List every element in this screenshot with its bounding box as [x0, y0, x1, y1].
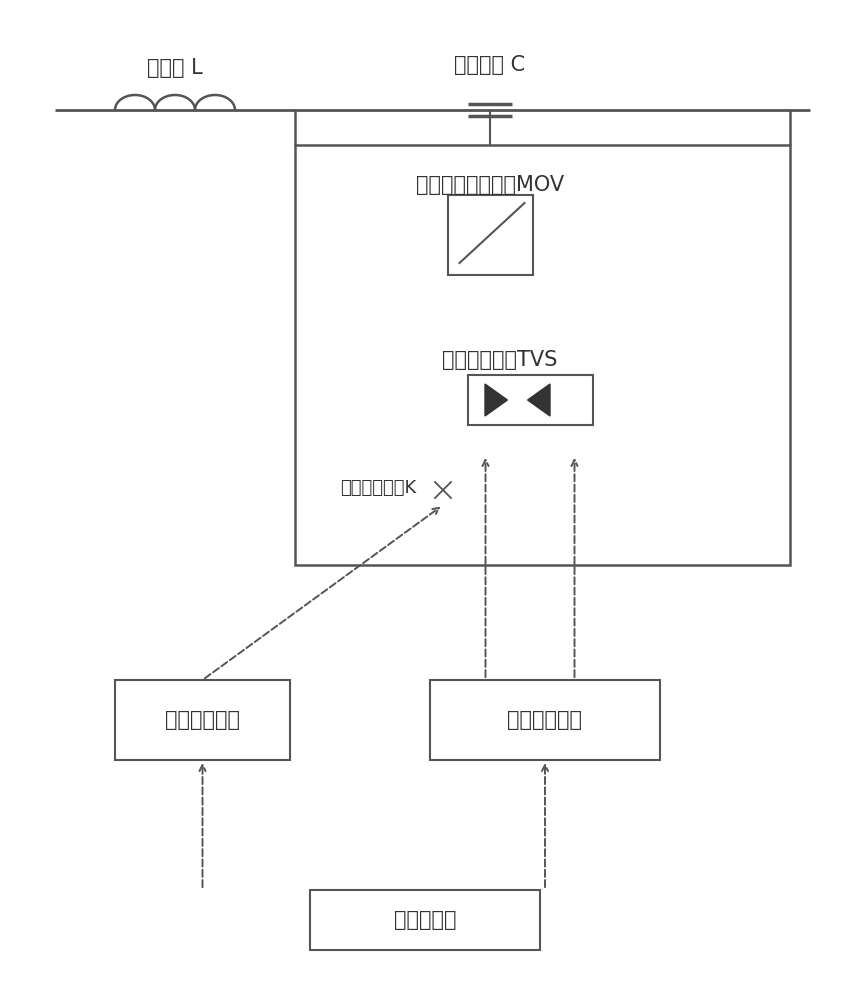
Text: 触发控制器: 触发控制器 — [394, 910, 456, 930]
Bar — [448, 195, 533, 275]
Text: 第二触发电路: 第二触发电路 — [165, 710, 240, 730]
Text: 电抗器 L: 电抗器 L — [147, 58, 203, 78]
Bar — [310, 890, 540, 950]
Bar — [295, 145, 790, 565]
Text: 真空触发开关TVS: 真空触发开关TVS — [443, 350, 558, 370]
Bar — [115, 680, 290, 760]
Text: 第一触发电路: 第一触发电路 — [507, 710, 583, 730]
Bar — [430, 680, 660, 760]
Polygon shape — [527, 384, 550, 416]
Polygon shape — [485, 384, 507, 416]
Text: 快速旁路开关K: 快速旁路开关K — [340, 479, 417, 497]
Bar — [468, 375, 592, 425]
Text: 电容器组 C: 电容器组 C — [455, 55, 526, 75]
Text: 金属氧化物避雷器MOV: 金属氧化物避雷器MOV — [416, 175, 564, 195]
